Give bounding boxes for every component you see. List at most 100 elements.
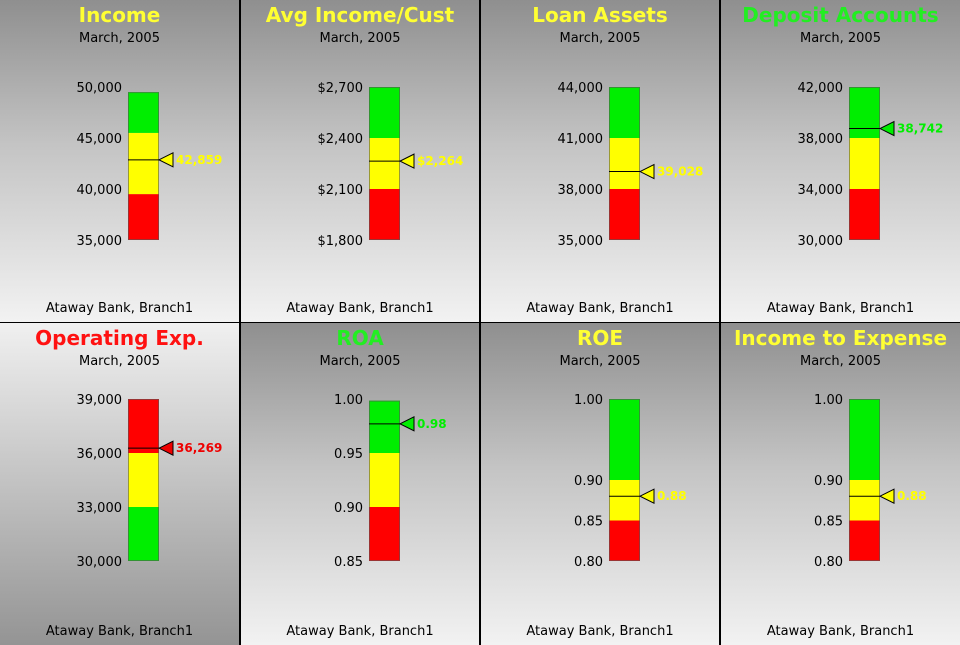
y-tick-label: 0.80: [814, 555, 843, 570]
range-band: [609, 480, 640, 521]
value-marker: [638, 163, 655, 180]
panel-subtitle: March, 2005: [79, 354, 160, 369]
y-tick-label: 44,000: [558, 81, 604, 96]
range-band: [369, 507, 400, 561]
y-tick-label: $2,400: [318, 132, 364, 147]
kpi-panel: Avg Income/Cust March, 2005 Ataway Bank, B…: [241, 0, 479, 322]
panel-title: Operating Exp.: [35, 326, 204, 350]
range-band: [609, 189, 640, 240]
range-band: [128, 453, 159, 507]
kpi-panel: Income to Expense March, 2005 Ataway Bank,…: [721, 323, 960, 645]
y-tick-label: 0.90: [574, 474, 603, 489]
panel-subtitle: March, 2005: [559, 31, 641, 46]
y-tick-label: 41,000: [558, 132, 604, 147]
range-band: [369, 87, 400, 138]
panel-footer: Ataway Bank, Branch1: [286, 624, 434, 639]
y-tick-label: $2,700: [318, 81, 364, 96]
panel-subtitle: March, 2005: [559, 354, 641, 369]
panel-subtitle: March, 2005: [800, 354, 881, 369]
bar-outline: [369, 87, 400, 240]
range-band: [369, 453, 400, 507]
kpi-panel: Income March, 2005 Ataway Bank, Branch1 35,…: [0, 0, 239, 322]
value-label: 39,028: [657, 165, 703, 179]
y-tick-label: 30,000: [77, 555, 123, 570]
panel-subtitle: March, 2005: [319, 31, 401, 46]
bar-outline: [128, 92, 159, 240]
panel-title: ROE: [576, 326, 624, 350]
y-tick-label: 36,000: [77, 447, 123, 462]
value-label: 0.88: [897, 489, 927, 503]
bar-outline: [609, 87, 640, 240]
range-band: [849, 138, 880, 189]
y-tick-label: 33,000: [77, 501, 123, 516]
y-tick-label: 35,000: [558, 234, 604, 249]
panel-subtitle: March, 2005: [79, 31, 160, 46]
panel-footer: Ataway Bank, Branch1: [766, 624, 915, 639]
panel-footer: Ataway Bank, Branch1: [286, 301, 434, 316]
y-tick-label: 0.95: [334, 447, 363, 462]
kpi-panel: Operating Exp. March, 2005 Ataway Bank, Br…: [0, 323, 239, 645]
y-tick-label: 1.00: [334, 393, 363, 408]
bar-outline: [849, 399, 880, 561]
range-band: [849, 520, 880, 561]
range-band: [369, 138, 400, 189]
range-band: [609, 399, 640, 480]
value-marker: [878, 488, 895, 505]
bar-outline: [369, 400, 400, 562]
panel-subtitle: March, 2005: [800, 31, 881, 46]
value-label: 38,742: [897, 122, 943, 136]
kpi-panel: Loan Assets March, 2005 Ataway Bank, Branc…: [481, 0, 719, 322]
y-tick-label: 0.85: [814, 515, 843, 530]
value-marker: [398, 416, 415, 432]
bullet-chart: 30,000 34,000 38,000 42,000 38,742: [798, 81, 944, 249]
panel-subtitle: March, 2005: [319, 354, 401, 369]
panel-title: Loan Assets: [532, 3, 668, 27]
value-marker: [157, 440, 174, 456]
y-tick-label: 42,000: [798, 81, 844, 96]
bar-outline: [128, 399, 159, 561]
range-band: [849, 480, 880, 521]
panel-footer: Ataway Bank, Branch1: [526, 301, 674, 316]
bullet-chart: 0.80 0.85 0.90 1.00 0.88: [574, 393, 687, 570]
range-band: [128, 507, 159, 561]
bar-outline: [849, 87, 880, 240]
range-band: [609, 138, 640, 189]
bar-outline: [609, 399, 640, 561]
value-label: $2,264: [417, 154, 463, 168]
range-band: [128, 132, 159, 195]
kpi-panel: ROE March, 2005 Ataway Bank, Branch1 0.80 0.…: [481, 323, 719, 645]
range-band: [128, 92, 159, 133]
y-tick-label: 39,000: [77, 393, 123, 408]
bullet-chart: 0.85 0.90 0.95 1.00 0.98: [334, 393, 447, 570]
bullet-chart: 35,000 38,000 41,000 44,000 39,028: [558, 81, 704, 249]
panel-footer: Ataway Bank, Branch1: [45, 301, 194, 316]
panel-title: Avg Income/Cust: [265, 3, 455, 27]
y-tick-label: 1.00: [574, 393, 603, 408]
y-tick-label: 38,000: [558, 183, 604, 198]
bullet-chart: 0.80 0.85 0.90 1.00 0.88: [814, 393, 927, 570]
range-band: [849, 189, 880, 240]
y-tick-label: 30,000: [798, 234, 844, 249]
value-marker: [638, 488, 655, 505]
value-marker: [878, 120, 895, 137]
range-band: [128, 399, 159, 453]
y-tick-label: 0.85: [334, 555, 363, 570]
kpi-panel: Deposit Accounts March, 2005 Ataway Bank, …: [721, 0, 960, 322]
range-band: [849, 87, 880, 138]
range-band: [609, 520, 640, 561]
y-tick-label: 45,000: [77, 132, 123, 147]
panel-title: Income to Expense: [733, 326, 948, 350]
y-tick-label: 40,000: [77, 183, 123, 198]
y-tick-label: 34,000: [798, 183, 844, 198]
y-tick-label: 0.85: [574, 515, 603, 530]
range-band: [609, 87, 640, 138]
value-marker: [398, 153, 415, 169]
range-band: [369, 400, 400, 453]
y-tick-label: 38,000: [798, 132, 844, 147]
y-tick-label: 50,000: [77, 81, 123, 96]
panel-footer: Ataway Bank, Branch1: [45, 624, 194, 639]
panel-footer: Ataway Bank, Branch1: [766, 301, 915, 316]
range-band: [128, 194, 159, 240]
value-label: 0.88: [657, 489, 687, 503]
